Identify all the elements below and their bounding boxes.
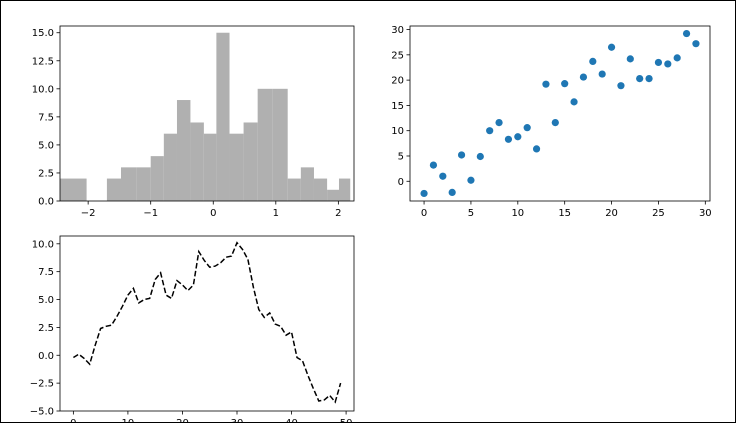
scatter-point [654, 58, 663, 67]
plot-area [60, 32, 351, 201]
scatter-point [561, 80, 569, 88]
histogram-bar [313, 178, 328, 201]
y-tick-label: −5.0 [30, 407, 54, 418]
scatter-point [457, 151, 466, 159]
y-tick-label: 15 [391, 101, 404, 112]
x-tick-label: 5 [468, 208, 474, 219]
plot-area [420, 29, 700, 198]
histogram-bar [163, 133, 177, 201]
axes-frame [409, 25, 711, 202]
y-tick-label: 5.0 [38, 140, 54, 151]
scatter-point [682, 29, 691, 38]
scatter-point [570, 98, 578, 106]
scatter-point [467, 176, 475, 184]
y-tick-label: 0.0 [38, 351, 54, 362]
x-tick-label: 25 [652, 208, 665, 219]
line-series [73, 241, 342, 404]
histogram-bar [300, 167, 314, 201]
y-tick-label: 0 [398, 177, 404, 188]
axes-frame [59, 25, 355, 202]
x-tick-label: 2 [335, 208, 341, 219]
histogram-bar [216, 32, 230, 201]
plot-area [73, 241, 342, 404]
scatter-axes: 0 5 10 15 20 25 30 0 5 10 15 20 25 30 [391, 25, 711, 219]
y-tick-label: −2.5 [30, 379, 54, 390]
scatter-point [439, 172, 447, 180]
y-tick-label: 5 [398, 151, 404, 162]
y-tick-label: 2.5 [38, 168, 54, 179]
scatter-point [448, 188, 456, 197]
y-tick-label: 0.0 [38, 197, 54, 208]
line-axes: 0 10 20 30 40 50 −5.0 −2.5 0.0 2.5 5.0 7.5 10.0 [30, 235, 355, 423]
scatter-point [645, 75, 653, 83]
histogram-bar [203, 133, 217, 201]
x-tick-label: 0 [210, 208, 216, 219]
histogram-bar [120, 167, 137, 201]
x-tick-label: 30 [231, 418, 244, 423]
scatter-point [476, 152, 484, 161]
scatter-point [692, 40, 700, 48]
x-tick-label: 1 [273, 208, 279, 219]
scatter-point [495, 119, 503, 127]
y-tick-label: 10 [391, 126, 404, 137]
scatter-point [673, 54, 681, 62]
scatter-point [589, 57, 597, 66]
histogram-bar [176, 100, 191, 201]
y-tick-label: 10.0 [32, 239, 54, 250]
y-tick-label: 10.0 [32, 84, 54, 95]
scatter-point [626, 55, 634, 63]
histogram-bar [243, 122, 258, 201]
y-tick-label: 2.5 [38, 323, 54, 334]
histogram-bar [60, 178, 87, 201]
scatter-point [429, 161, 438, 169]
y-tick-label: 5.0 [38, 295, 54, 306]
x-tick-label: −1 [143, 208, 158, 219]
y-tick-label: 30 [391, 25, 404, 36]
y-tick-label: 7.5 [38, 112, 54, 123]
histogram-bar [136, 167, 151, 201]
x-tick-label: 40 [285, 418, 298, 423]
histogram-bar [229, 133, 244, 201]
scatter-point [504, 135, 513, 143]
x-tick-label: 20 [605, 208, 618, 219]
y-tick-label: 12.5 [32, 56, 54, 67]
histogram-bar [327, 189, 339, 201]
y-tick-label: 7.5 [38, 267, 54, 278]
y-tick-label: 25 [391, 50, 404, 61]
histogram-bar [287, 178, 301, 201]
scatter-point [542, 80, 550, 88]
histogram-bar [106, 178, 121, 201]
histogram-axes: −2 −1 0 1 2 0.0 2.5 5.0 7.5 10.0 12.5 15.0 [32, 25, 355, 219]
y-tick-label: 15.0 [32, 28, 54, 39]
scatter-point [514, 133, 522, 141]
scatter-point [579, 73, 588, 81]
scatter-point [523, 124, 531, 132]
scatter-point [420, 189, 428, 198]
scatter-point [617, 82, 625, 90]
histogram-bar [338, 178, 351, 201]
scatter-point [636, 75, 644, 83]
x-tick-label: 20 [176, 418, 189, 423]
x-tick-label: 30 [699, 208, 712, 219]
x-tick-label: 10 [122, 418, 135, 423]
y-tick-label: 20 [391, 76, 404, 87]
x-tick-label: 0 [421, 208, 427, 219]
axes-frame [59, 235, 355, 412]
x-tick-label: 0 [70, 418, 76, 423]
histogram-bar [257, 88, 273, 201]
histogram-bar [150, 156, 164, 201]
scatter-point [664, 60, 672, 68]
scatter-point [551, 119, 559, 127]
scatter-point [598, 70, 606, 78]
scatter-point [607, 43, 616, 51]
scatter-point [486, 127, 494, 135]
x-tick-label: 15 [558, 208, 571, 219]
x-tick-label: −2 [81, 208, 96, 219]
histogram-bar [272, 88, 288, 201]
histogram-bar [190, 122, 204, 201]
scatter-point [532, 145, 541, 153]
x-tick-label: 50 [340, 418, 353, 423]
x-tick-label: 10 [511, 208, 524, 219]
